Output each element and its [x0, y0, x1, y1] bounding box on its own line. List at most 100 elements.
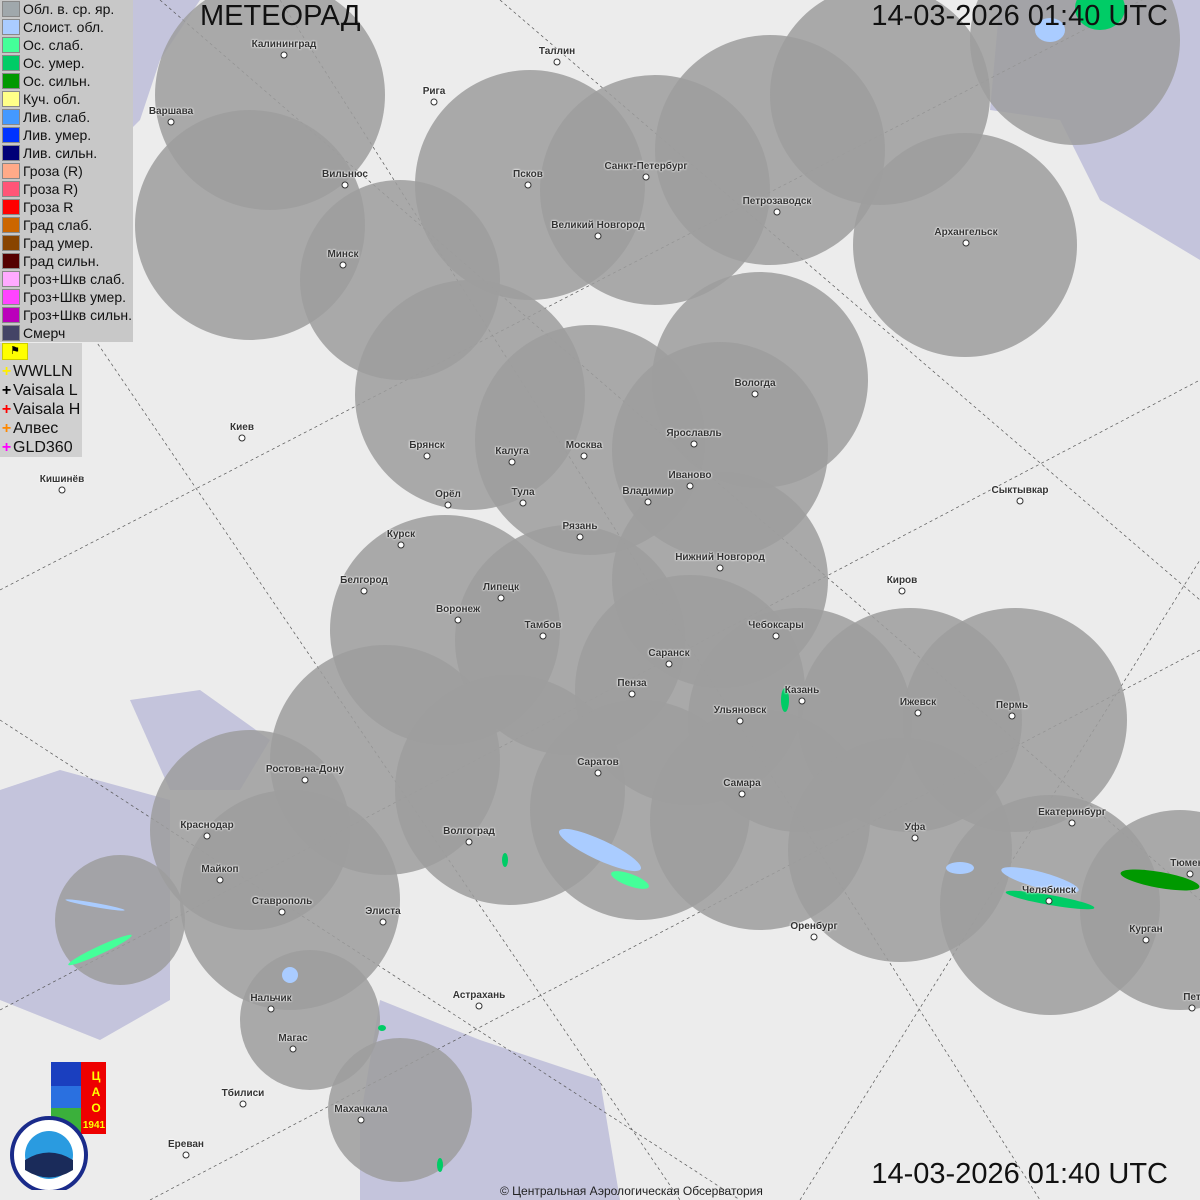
legend-label: Гроз+Шкв умер. — [23, 289, 127, 305]
cross-icon: + — [1, 381, 12, 399]
city-label: Курск — [386, 529, 416, 540]
legend-label: Град сильн. — [23, 253, 100, 269]
legend-swatch — [2, 163, 20, 179]
precip-echo — [502, 853, 508, 867]
legend-label: Град умер. — [23, 235, 94, 251]
city-marker-icon — [898, 587, 906, 595]
city-marker-icon — [360, 587, 368, 595]
precip-echo — [1120, 869, 1200, 891]
legend-label: Лив. сильн. — [23, 145, 98, 161]
lightning-source[interactable]: + Алвес — [0, 419, 82, 438]
city-label: Архангельск — [934, 227, 998, 238]
lightning-source[interactable]: + WWLLN — [0, 362, 82, 381]
legend-item: Гроза R) — [0, 180, 133, 198]
radar-coverage — [55, 0, 1200, 1182]
flag-icon[interactable]: ⚑ — [2, 343, 28, 360]
precip-echo — [437, 1158, 443, 1172]
svg-text:Ц: Ц — [92, 1069, 101, 1083]
city-label: Владимир — [622, 486, 674, 497]
city-label: Рязань — [562, 521, 598, 532]
city-marker-icon — [665, 660, 673, 668]
city-label: Махачкала — [334, 1104, 388, 1115]
legend-label: Ос. сильн. — [23, 73, 91, 89]
legend-label: Град слаб. — [23, 217, 93, 233]
precip-echo — [781, 688, 789, 712]
legend-swatch — [2, 289, 20, 305]
legend-item: Куч. обл. — [0, 90, 133, 108]
legend-label: Гроз+Шкв слаб. — [23, 271, 125, 287]
city-label: Майкоп — [201, 864, 239, 875]
lightning-source[interactable]: + Vaisala L — [0, 381, 82, 400]
city-marker-icon — [642, 173, 650, 181]
city-marker-icon — [301, 776, 309, 784]
city-label: Оренбург — [790, 921, 838, 932]
city-label: Челябинск — [1022, 885, 1076, 896]
city-marker-icon — [423, 452, 431, 460]
svg-text:О: О — [91, 1101, 100, 1115]
city-label: Тюмень — [1170, 858, 1200, 869]
city-marker-icon — [339, 261, 347, 269]
city-label: Тбилиси — [221, 1088, 265, 1099]
legend-swatch — [2, 109, 20, 125]
legend-item: Гроз+Шкв сильн. — [0, 306, 133, 324]
legend-item: Гроза R — [0, 198, 133, 216]
city-marker-icon — [465, 838, 473, 846]
precip-echo — [946, 862, 974, 874]
city-marker-icon — [182, 1151, 190, 1159]
city-label: Орёл — [435, 489, 461, 500]
cross-icon: + — [1, 438, 12, 456]
lightning-label: GLD360 — [13, 438, 73, 456]
city-marker-icon — [1008, 712, 1016, 720]
city-label: Тамбов — [524, 620, 562, 631]
city-marker-icon — [644, 498, 652, 506]
city-label: Уфа — [904, 822, 926, 833]
city-label: Пермь — [995, 700, 1029, 711]
legend-label: Гроза R — [23, 199, 74, 215]
city-marker-icon — [216, 876, 224, 884]
legend-swatch — [2, 1, 20, 17]
city-label: Белгород — [340, 575, 388, 586]
radar-circle — [970, 0, 1180, 145]
city-marker-icon — [167, 118, 175, 126]
city-marker-icon — [686, 482, 694, 490]
city-marker-icon — [738, 790, 746, 798]
city-label: Астрахань — [452, 990, 506, 1001]
city-label: Саратов — [577, 757, 619, 768]
precip-echo — [558, 828, 642, 872]
city-label: Ставрополь — [251, 896, 313, 907]
city-marker-icon — [773, 208, 781, 216]
lightning-source[interactable]: + GLD360 — [0, 438, 82, 457]
legend-swatch — [2, 235, 20, 251]
city-marker-icon — [238, 434, 246, 442]
city-label: Псков — [513, 169, 543, 180]
city-marker-icon — [594, 232, 602, 240]
city-marker-icon — [716, 564, 724, 572]
copyright: © Центральная Аэрологическая Обсерватори… — [500, 1184, 763, 1198]
legend-label: Гроз+Шкв сильн. — [23, 307, 132, 323]
precip-echo — [1075, 0, 1125, 30]
timestamp-bottom: 14-03-2026 01:40 UTC — [871, 1158, 1168, 1190]
legend-label: Гроза (R) — [23, 163, 83, 179]
city-label: Самара — [723, 778, 761, 789]
city-marker-icon — [736, 717, 744, 725]
city-marker-icon — [475, 1002, 483, 1010]
precip-echo — [378, 1025, 386, 1031]
city-marker-icon — [519, 499, 527, 507]
city-label: Минск — [327, 249, 359, 260]
city-marker-icon — [798, 697, 806, 705]
radar-circle — [1080, 810, 1200, 1010]
legend-item: Гроза (R) — [0, 162, 133, 180]
city-marker-icon — [1188, 1004, 1196, 1012]
city-label: Саранск — [648, 648, 690, 659]
city-label: Ереван — [168, 1139, 204, 1150]
city-marker-icon — [289, 1045, 297, 1053]
legend-item: Гроз+Шкв слаб. — [0, 270, 133, 288]
city-marker-icon — [239, 1100, 247, 1108]
city-marker-icon — [962, 239, 970, 247]
city-marker-icon — [357, 1116, 365, 1124]
precip-echo — [68, 934, 132, 966]
legend-label: Ос. слаб. — [23, 37, 84, 53]
legend-label: Куч. обл. — [23, 91, 81, 107]
lightning-source[interactable]: + Vaisala H — [0, 400, 82, 419]
